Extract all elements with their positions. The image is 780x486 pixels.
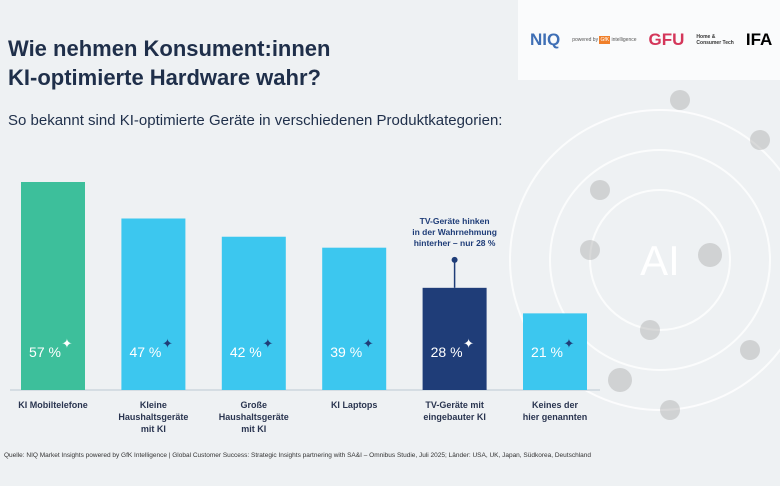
category-label: TV-Geräte mit	[425, 400, 484, 410]
partner-logos: NIQ powered by GfK intelligence GFU Home…	[518, 0, 780, 80]
category-label: KI Mobiltelefone	[18, 400, 88, 410]
category-label: KI Laptops	[331, 400, 378, 410]
annotation-dot	[451, 256, 458, 263]
data-label: 28 %	[431, 344, 463, 360]
bar	[221, 236, 286, 390]
annotation-text: in der Wahrnehmung	[412, 227, 497, 237]
annotation-text: hinterher – nur 28 %	[414, 238, 496, 248]
gfu-logo: GFU	[648, 30, 685, 49]
data-label: 57 %	[29, 344, 61, 360]
category-label: Haushaltsgeräte	[219, 412, 289, 422]
category-label: hier genannten	[523, 412, 588, 422]
data-label: 42 %	[230, 344, 262, 360]
category-label: Große	[241, 400, 268, 410]
niq-logo: NIQ	[530, 30, 561, 49]
ai-background-graphic: AI	[509, 90, 780, 420]
category-label: Keines der	[532, 400, 579, 410]
sparkle-icon: ✦	[564, 336, 575, 351]
page-title: Wie nehmen Konsument:innen KI-optimierte …	[8, 36, 331, 90]
annotation-text: TV-Geräte hinken	[420, 216, 490, 226]
sparkle-icon: ✦	[363, 336, 374, 351]
category-label: Haushaltsgeräte	[118, 412, 188, 422]
bar	[21, 182, 85, 390]
data-label: 47 %	[129, 344, 161, 360]
source-note: Quelle: NIQ Market Insights powered by G…	[4, 452, 591, 459]
gfu-subtitle: Home & Consumer Tech	[696, 34, 734, 46]
sparkle-icon: ✦	[262, 336, 273, 351]
sparkle-icon: ✦	[162, 336, 173, 351]
bar	[121, 218, 186, 390]
bar	[422, 287, 487, 390]
sparkle-icon: ✦	[62, 336, 73, 351]
category-label: mit KI	[141, 424, 166, 434]
ai-logo-text: AI	[640, 237, 680, 284]
sparkle-icon: ✦	[463, 336, 474, 351]
powered-by: powered by GfK intelligence	[572, 36, 637, 44]
bar	[523, 313, 587, 390]
subtitle: So bekannt sind KI-optimierte Geräte in …	[8, 112, 503, 129]
category-label: mit KI	[241, 424, 266, 434]
category-label: Kleine	[140, 400, 167, 410]
bar	[322, 247, 387, 390]
category-label: eingebauter KI	[423, 412, 486, 422]
ifa-logo: IFA	[745, 30, 773, 49]
data-label: 39 %	[330, 344, 362, 360]
data-label: 21 %	[531, 344, 563, 360]
